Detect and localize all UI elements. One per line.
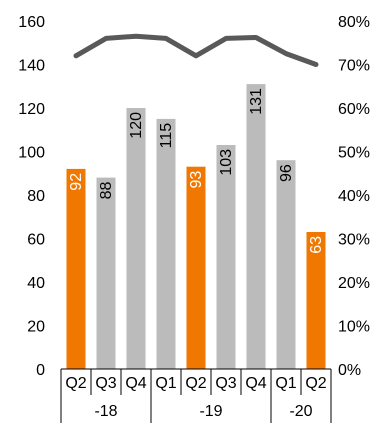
bar-5	[216, 145, 236, 369]
y-right-tick-8: 80%	[338, 14, 370, 31]
x-tick-8: Q2	[305, 375, 326, 392]
bar-label-5: 103	[218, 149, 235, 176]
bar-3	[156, 118, 176, 370]
bar-label-2: 120	[128, 112, 145, 139]
group-label-1: -19	[199, 403, 222, 420]
y-left-tick-6: 120	[18, 101, 45, 118]
group-label-0: -18	[94, 403, 117, 420]
y-right-tick-7: 70%	[338, 58, 370, 75]
group-label-2: -20	[289, 403, 312, 420]
y-left-tick-2: 40	[27, 275, 45, 292]
x-tick-1: Q3	[95, 375, 116, 392]
y-left-tick-3: 60	[27, 232, 45, 249]
y-right-tick-1: 10%	[338, 319, 370, 336]
bar-label-6: 131	[248, 88, 265, 115]
line-series	[73, 33, 319, 67]
y-right-tick-4: 40%	[338, 188, 370, 205]
bar-0	[66, 168, 86, 369]
x-tick-5: Q3	[215, 375, 236, 392]
y-right-tick-0: 0%	[338, 362, 361, 379]
y-left-tick-7: 140	[18, 58, 45, 75]
y-left-tick-0: 0	[36, 362, 45, 379]
y-right-tick-2: 20%	[338, 275, 370, 292]
bar-label-4: 93	[188, 171, 205, 189]
bar-2	[126, 108, 146, 369]
x-tick-7: Q1	[275, 375, 296, 392]
y-left-tick-8: 160	[18, 14, 45, 31]
bar-label-7: 96	[278, 164, 295, 182]
y-left-tick-1: 20	[27, 319, 45, 336]
x-tick-4: Q2	[185, 375, 206, 392]
y-left-tick-4: 80	[27, 188, 45, 205]
bar-8	[306, 232, 326, 369]
bar-label-1: 88	[98, 181, 115, 199]
x-tick-0: Q2	[65, 375, 86, 392]
x-tick-2: Q4	[125, 375, 146, 392]
bar-7	[276, 160, 296, 369]
x-tick-6: Q4	[245, 375, 266, 392]
y-right-tick-6: 60%	[338, 101, 370, 118]
bar-label-8: 63	[308, 236, 325, 254]
x-tick-3: Q1	[155, 375, 176, 392]
y-right-tick-3: 30%	[338, 232, 370, 249]
bar-6	[246, 84, 266, 369]
bar-4	[186, 166, 206, 369]
bar-label-3: 115	[158, 123, 175, 149]
bar-label-0: 92	[68, 173, 85, 191]
y-left-tick-5: 100	[18, 145, 45, 162]
y-right-tick-5: 50%	[338, 145, 370, 162]
bar-1	[96, 177, 116, 369]
